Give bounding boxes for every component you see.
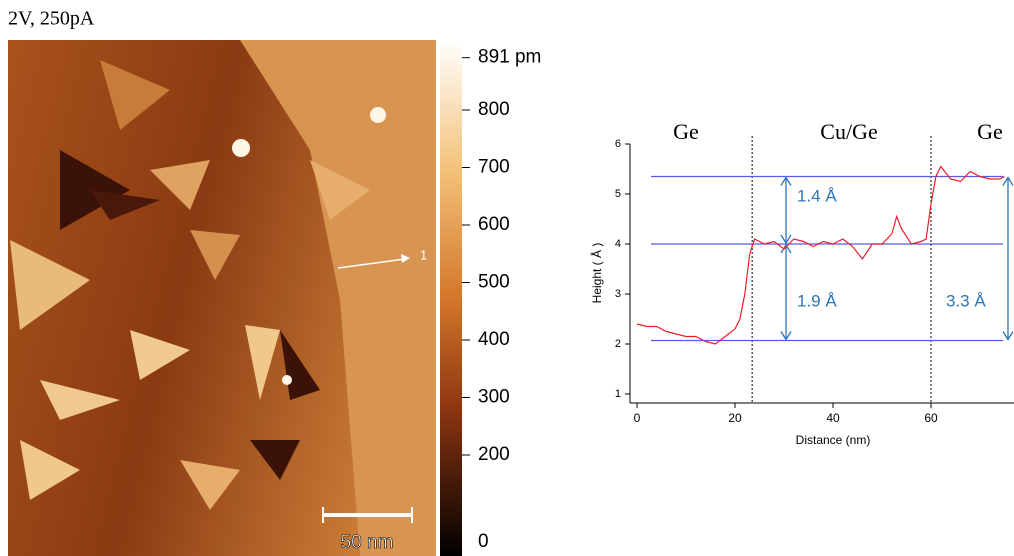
y-tick-label: 4 bbox=[615, 238, 621, 250]
step-label: 3.3 Å bbox=[946, 291, 986, 310]
colorbar-tick-label: 600 bbox=[478, 214, 510, 235]
colorbar-tick-label: 300 bbox=[478, 387, 510, 408]
scale-bar-label: 50 nm bbox=[341, 532, 394, 553]
y-axis-label: Height ( Å ) bbox=[589, 243, 604, 304]
y-tick-label: 6 bbox=[615, 138, 621, 150]
x-tick-label: 40 bbox=[826, 411, 840, 425]
arrow-head bbox=[780, 234, 792, 245]
y-tick-label: 3 bbox=[615, 288, 621, 300]
arrow-head bbox=[780, 331, 792, 341]
arrow-head bbox=[1002, 176, 1014, 186]
colorbar-tick-label: 200 bbox=[478, 444, 510, 465]
colorbar-tick-label: 400 bbox=[478, 329, 510, 350]
colorbar-tick-label: 891 pm bbox=[478, 47, 541, 68]
region-label: Ge bbox=[673, 119, 699, 144]
image-title: 2V, 250pA bbox=[8, 8, 95, 30]
arrow-head bbox=[1002, 331, 1014, 341]
step-label: 1.9 Å bbox=[797, 291, 837, 310]
arrow-head bbox=[780, 243, 792, 254]
x-tick-label: 60 bbox=[924, 411, 938, 425]
y-tick-label: 1 bbox=[615, 388, 621, 400]
y-tick-label: 2 bbox=[615, 338, 621, 350]
profile-line bbox=[636, 165, 1005, 345]
colorbar bbox=[440, 40, 462, 556]
x-tick-label: 0 bbox=[634, 411, 641, 425]
stm-image: 1 50 nm bbox=[8, 40, 436, 556]
colorbar-tick-label: 800 bbox=[478, 99, 510, 120]
x-tick-label: 20 bbox=[728, 411, 742, 425]
colorbar-tick-label: 0 bbox=[478, 531, 489, 552]
marker-label: 1 bbox=[420, 247, 427, 262]
region-label: Cu/Ge bbox=[820, 119, 877, 144]
x-axis-label: Distance (nm) bbox=[796, 433, 871, 447]
arrow-head bbox=[780, 176, 792, 186]
colorbar-tick-label: 700 bbox=[478, 157, 510, 178]
step-label: 1.4 Å bbox=[797, 186, 837, 205]
y-tick-label: 5 bbox=[615, 188, 621, 200]
region-label: Ge bbox=[977, 119, 1003, 144]
colorbar-tick-label: 500 bbox=[478, 272, 510, 293]
